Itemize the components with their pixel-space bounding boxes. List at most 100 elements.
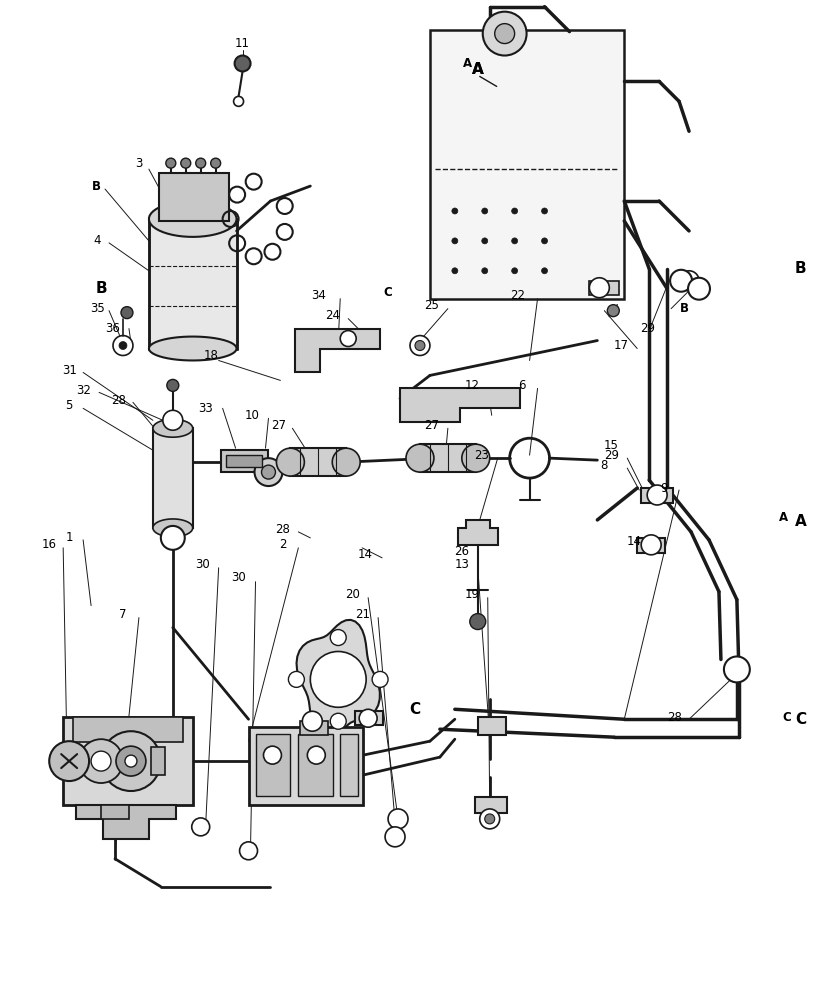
Bar (159, 173, 228, 221)
Text: A: A (472, 62, 484, 77)
Text: 30: 30 (231, 571, 246, 584)
Bar (73, 717, 183, 742)
Bar (355, 711, 383, 725)
Circle shape (481, 208, 488, 214)
Circle shape (406, 444, 434, 472)
Text: 18: 18 (203, 349, 218, 362)
Circle shape (688, 278, 710, 300)
Text: 17: 17 (614, 339, 629, 352)
Circle shape (480, 809, 499, 829)
Circle shape (462, 444, 490, 472)
Text: 19: 19 (464, 588, 479, 601)
Bar (225, 455, 261, 467)
Circle shape (310, 651, 366, 707)
Circle shape (163, 410, 183, 430)
Text: 36: 36 (105, 322, 121, 335)
Circle shape (679, 271, 699, 291)
Text: A: A (472, 62, 484, 77)
Text: A: A (779, 511, 788, 524)
Circle shape (385, 827, 405, 847)
Text: 21: 21 (355, 608, 370, 621)
Circle shape (116, 746, 146, 776)
Circle shape (211, 158, 220, 168)
Text: 13: 13 (455, 558, 469, 571)
Bar (249, 727, 363, 805)
Circle shape (542, 268, 548, 274)
Bar (149, 219, 237, 349)
Text: 16: 16 (42, 538, 57, 551)
Circle shape (125, 755, 137, 767)
Circle shape (255, 458, 282, 486)
Circle shape (113, 336, 133, 355)
Circle shape (192, 818, 210, 836)
Text: 28: 28 (275, 523, 290, 536)
Text: C: C (783, 711, 791, 724)
Bar (153, 428, 193, 528)
Circle shape (91, 751, 111, 771)
Circle shape (234, 56, 251, 71)
Text: 33: 33 (198, 402, 213, 415)
Circle shape (452, 208, 458, 214)
Circle shape (372, 671, 388, 687)
Bar (475, 797, 507, 813)
Bar (63, 717, 193, 805)
Circle shape (121, 307, 133, 319)
Text: 28: 28 (112, 394, 126, 407)
Circle shape (388, 809, 408, 829)
Circle shape (166, 379, 179, 391)
Circle shape (494, 24, 515, 44)
Bar (290, 448, 346, 476)
Text: A: A (463, 57, 472, 70)
Text: 27: 27 (271, 419, 286, 432)
Polygon shape (400, 388, 520, 422)
Circle shape (288, 671, 304, 687)
Circle shape (308, 746, 326, 764)
Text: 10: 10 (245, 409, 260, 422)
Circle shape (264, 746, 282, 764)
Text: 31: 31 (62, 364, 77, 377)
Bar (300, 721, 328, 735)
Text: 11: 11 (235, 37, 250, 50)
Circle shape (166, 158, 175, 168)
Circle shape (261, 465, 276, 479)
Circle shape (485, 814, 494, 824)
Circle shape (330, 630, 346, 646)
Text: 4: 4 (93, 234, 101, 247)
Bar (430, 30, 624, 299)
Text: 34: 34 (311, 289, 326, 302)
Text: 20: 20 (344, 588, 360, 601)
Text: 15: 15 (604, 439, 619, 452)
Circle shape (481, 268, 488, 274)
Bar (420, 444, 476, 472)
Bar (637, 538, 665, 553)
Bar (299, 734, 333, 796)
Text: 3: 3 (135, 157, 143, 170)
Circle shape (607, 305, 619, 317)
Bar (641, 488, 673, 503)
Text: 27: 27 (424, 419, 440, 432)
Circle shape (415, 341, 425, 351)
Circle shape (641, 535, 661, 555)
Circle shape (240, 842, 258, 860)
Circle shape (233, 96, 243, 106)
Text: B: B (680, 302, 689, 315)
Bar (151, 747, 165, 775)
Circle shape (79, 739, 123, 783)
Text: B: B (91, 180, 100, 193)
Circle shape (119, 342, 127, 350)
Bar (255, 734, 290, 796)
Text: 6: 6 (518, 379, 526, 392)
Polygon shape (149, 201, 237, 237)
Circle shape (196, 158, 206, 168)
Circle shape (303, 711, 322, 731)
Text: 29: 29 (640, 322, 654, 335)
Polygon shape (296, 620, 379, 739)
Text: 35: 35 (90, 302, 104, 315)
Circle shape (481, 238, 488, 244)
Circle shape (330, 713, 346, 729)
Bar (101, 805, 129, 819)
Text: B: B (95, 281, 107, 296)
Circle shape (359, 709, 377, 727)
Bar (589, 281, 619, 295)
Text: 9: 9 (660, 482, 667, 495)
